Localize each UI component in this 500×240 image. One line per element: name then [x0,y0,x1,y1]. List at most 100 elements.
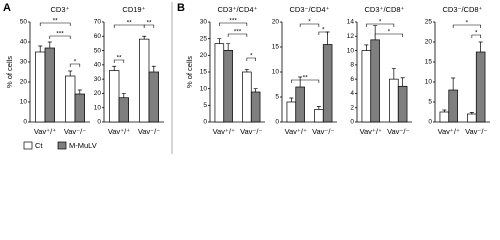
y-tick-label: 20 [425,39,433,46]
y-tick-label: 10 [272,69,280,76]
x-tick-label: Vav⁻/⁻ [312,127,334,136]
error-bar [151,65,156,72]
significance-label: * [250,53,253,60]
significance-bracket [366,23,395,27]
significance-label: * [74,59,77,66]
significance-label: * [322,27,325,34]
y-tick-label: 0 [428,119,432,126]
bar [397,85,408,123]
significance-bracket [452,24,481,28]
chart-title: CD3⁺/CD8⁺ [364,5,404,14]
error-bar [38,45,43,52]
y-tick-label: 0 [203,119,207,126]
significance-label: ** [303,75,309,82]
panel-label: B [177,2,185,14]
error-bar [68,70,73,76]
bar [448,89,458,123]
bar [439,111,450,123]
y-tick-label: 10 [200,85,208,92]
x-tick-label: Vav⁺/⁺ [438,127,460,136]
significance-label: * [308,19,311,26]
error-bar [373,25,378,40]
y-tick-label: 25 [425,19,433,26]
bar [286,101,297,123]
y-tick-label: 30 [94,76,102,83]
bar [223,49,233,123]
y-tick-label: 20 [94,90,102,97]
y-tick-label: 20 [272,19,280,26]
y-tick-label: 10 [20,99,28,106]
significance-bracket [374,33,403,37]
significance-bracket [39,22,71,26]
bar [148,71,159,123]
bar [139,38,150,123]
legend-label: Ct [35,141,43,150]
x-tick-label: Vav⁻/⁻ [240,127,262,136]
y-tick-label: 2 [350,104,354,111]
chart-title: CD3⁻/CD4⁺ [289,5,329,14]
y-tick-label: 50 [94,47,102,54]
chart-title: CD3⁺ [51,5,70,14]
significance-label: *** [234,29,242,36]
y-tick-label: 12 [347,33,355,40]
y-tick-label: 0 [97,119,101,126]
figure: A B Ct M-MuLV CD3⁺% of cells01020304050V… [3,1,490,154]
error-bar [77,89,82,94]
x-tick-label: Vav⁻/⁻ [138,127,160,136]
y-tick-label: 30 [20,59,28,66]
error-bar [289,97,294,102]
significance-label: * [379,19,382,26]
x-tick-label: Vav⁺/⁺ [285,127,307,136]
y-tick-label: 5 [428,99,432,106]
significance-bracket [246,57,256,61]
significance-label: * [475,30,478,37]
error-bar [47,41,52,48]
chart-title: CD3⁻/CD8⁺ [442,5,482,14]
significance-bracket [227,33,248,37]
y-tick-label: 30 [200,19,208,26]
x-tick-label: Vav⁺/⁺ [360,127,382,136]
significance-bracket [113,59,125,63]
y-tick-label: 40 [94,62,102,69]
panel-label: A [3,2,11,14]
y-tick-label: 5 [203,102,207,109]
legend-swatch [23,141,33,150]
error-bar [478,41,483,52]
y-tick-label: 40 [20,39,28,46]
error-bar [112,65,117,71]
significance-bracket [49,35,71,39]
y-axis-label: % of cells [185,56,194,88]
significance-label: ** [146,20,152,27]
y-tick-label: 10 [425,79,433,86]
legend: Ct M-MuLV [23,141,97,150]
significance-label: ** [127,20,133,27]
error-bar [391,68,396,80]
bar [74,93,85,123]
y-tick-label: 14 [347,19,355,26]
significance-label: *** [229,18,237,25]
y-tick-label: 8 [350,62,354,69]
significance-label: *** [56,31,64,38]
significance-label: * [466,20,469,27]
bar [250,91,261,123]
error-bar [244,68,249,72]
chart-title: CD19⁺ [122,5,145,14]
bar [214,43,225,123]
error-bar [217,38,222,44]
x-tick-label: Vav⁺/⁺ [108,127,130,136]
x-tick-label: Vav⁺/⁺ [213,127,235,136]
significance-bracket [299,23,320,27]
x-tick-label: Vav⁻/⁻ [387,127,409,136]
y-tick-label: 15 [425,59,433,66]
significance-label: * [388,29,391,36]
error-bar [121,93,126,98]
bar [361,50,372,123]
significance-bracket [69,63,81,67]
legend-label: M-MuLV [69,141,97,150]
significance-bracket [291,79,320,83]
bar [314,109,324,123]
bar [118,97,129,123]
y-tick-label: 5 [275,94,279,101]
y-tick-label: 20 [200,52,208,59]
y-tick-label: 15 [272,44,280,51]
